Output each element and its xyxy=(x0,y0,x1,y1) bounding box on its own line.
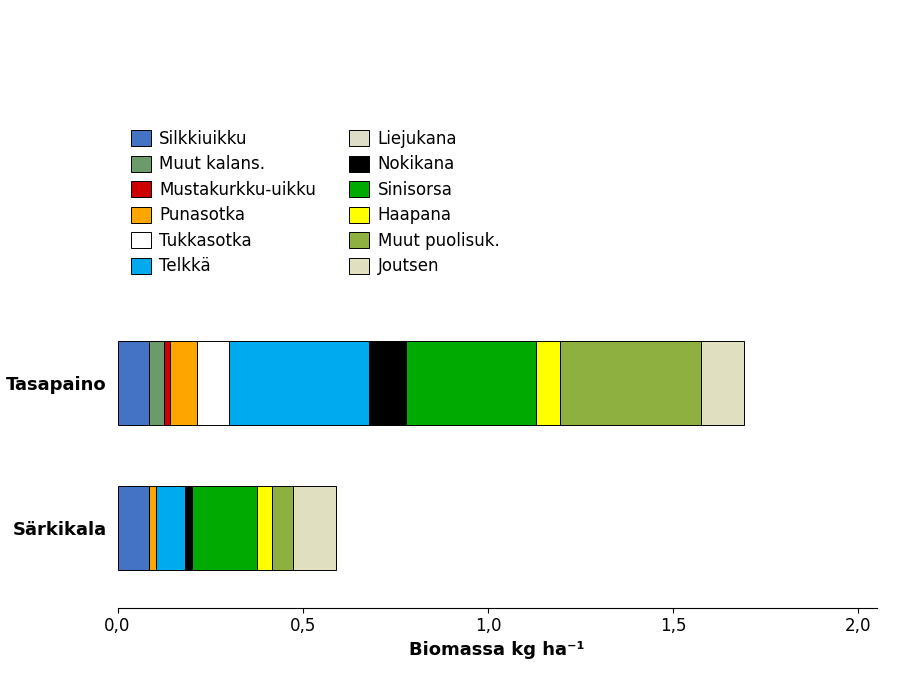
Bar xyxy=(271,486,293,570)
Bar xyxy=(117,486,149,570)
Bar xyxy=(197,342,228,425)
Bar xyxy=(155,486,185,570)
Legend: Silkkiuikku, Muut kalans., Mustakurkku-uikku, Punasotka, Tukkasotka, Telkkä, Lie: Silkkiuikku, Muut kalans., Mustakurkku-u… xyxy=(126,125,504,280)
Bar xyxy=(171,342,197,425)
Bar xyxy=(117,342,149,425)
Bar xyxy=(163,342,171,425)
Bar xyxy=(293,486,335,570)
Bar xyxy=(256,486,271,570)
Bar xyxy=(535,342,560,425)
Bar xyxy=(369,342,406,425)
Bar xyxy=(406,342,535,425)
Bar xyxy=(149,342,163,425)
X-axis label: Biomassa kg ha⁻¹: Biomassa kg ha⁻¹ xyxy=(409,641,584,659)
Bar xyxy=(228,342,369,425)
Bar xyxy=(191,486,256,570)
Bar xyxy=(700,342,742,425)
Bar xyxy=(560,342,700,425)
Bar xyxy=(149,486,155,570)
Bar xyxy=(185,486,191,570)
